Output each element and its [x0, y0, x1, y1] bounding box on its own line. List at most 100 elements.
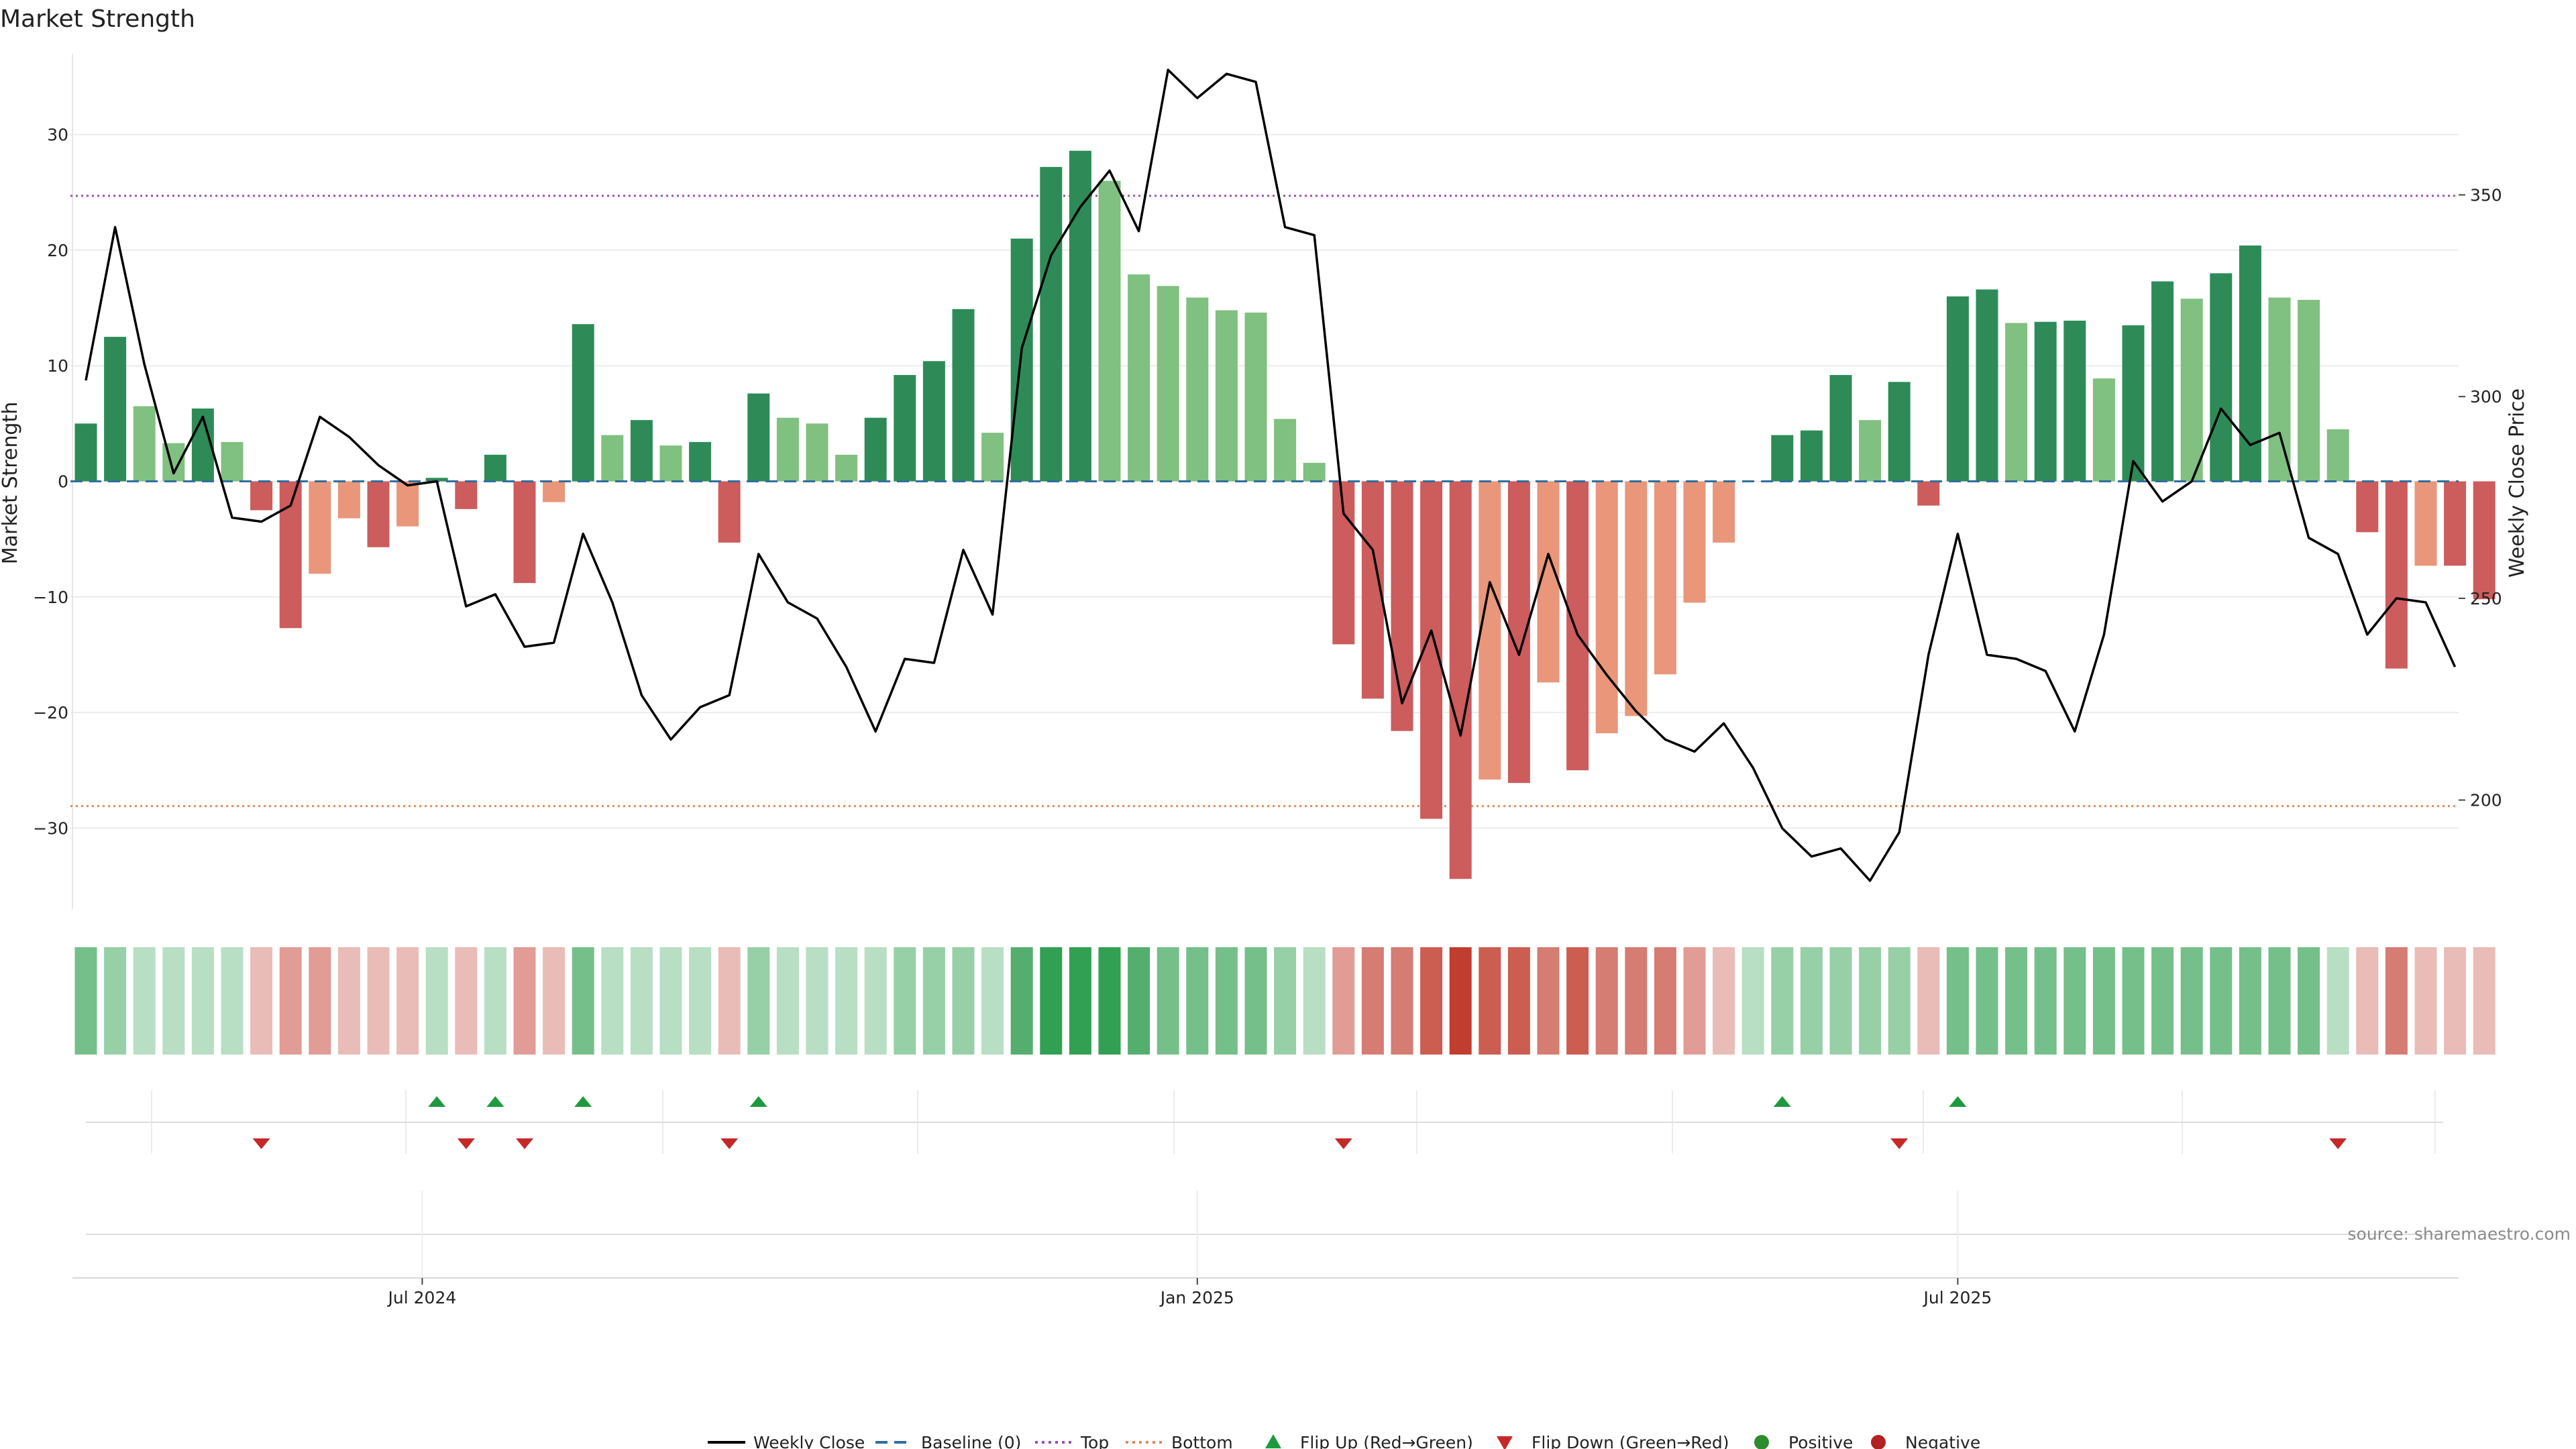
left-tick-label: −20: [33, 703, 68, 722]
heat-cell: [484, 947, 506, 1055]
strength-bar: [1098, 180, 1121, 482]
heat-cell: [425, 947, 448, 1055]
heat-strip: [74, 947, 2496, 1055]
heat-cell: [1186, 947, 1209, 1055]
strength-bar: [1391, 481, 1413, 731]
strength-bar: [2326, 429, 2349, 482]
strength-bar: [1128, 274, 1150, 482]
strength-bar: [1800, 430, 1823, 482]
strength-bar: [2414, 481, 2437, 566]
heat-cell: [1361, 947, 1384, 1055]
strength-bar: [484, 454, 506, 482]
heat-cell: [2239, 947, 2261, 1055]
weekly-close-line: [85, 68, 2457, 882]
heat-cell: [2473, 947, 2496, 1055]
legend-item: Baseline (0): [875, 1433, 1021, 1449]
heat-cell: [2326, 947, 2349, 1055]
strength-bar: [1859, 420, 1882, 482]
strength-bar: [1625, 481, 1648, 716]
strength-bar: [2092, 378, 2115, 482]
strength-bar: [104, 337, 127, 482]
heat-cell: [2005, 947, 2028, 1055]
strength-bar: [922, 361, 945, 482]
strength-bar: [659, 445, 682, 482]
heat-cell: [1157, 947, 1179, 1055]
strength-bar: [894, 374, 916, 482]
flip-up-marker: [1773, 1096, 1791, 1107]
heat-cell: [250, 947, 273, 1055]
strength-bar: [1069, 150, 1091, 482]
heat-cell: [1098, 947, 1121, 1055]
strength-bar: [776, 417, 799, 482]
heat-cell: [221, 947, 244, 1055]
legend-item: Negative: [1871, 1433, 1980, 1449]
heat-cell: [1888, 947, 1911, 1055]
heat-cell: [1741, 947, 1764, 1055]
strength-bar: [74, 423, 97, 482]
right-tick-label: 350: [2470, 185, 2502, 205]
heat-cell: [747, 947, 770, 1055]
heat-cell: [191, 947, 214, 1055]
legend-label: Flip Up (Red→Green): [1300, 1433, 1473, 1449]
strength-bar: [835, 454, 858, 482]
x-tick-label: Jul 2024: [387, 1288, 457, 1307]
strength-bar: [250, 481, 273, 511]
strength-bar: [543, 481, 566, 502]
heat-cell: [2444, 947, 2467, 1055]
heat-cell: [1537, 947, 1560, 1055]
legend-swatch: [1265, 1434, 1281, 1448]
legend-item: Flip Down (Green→Red): [1497, 1433, 1729, 1449]
strength-bar: [2180, 299, 2203, 482]
flip-down-marker: [1890, 1138, 1909, 1149]
right-tick-label: 300: [2470, 387, 2502, 407]
strength-bar: [1595, 481, 1618, 734]
right-axis-label: Weekly Close Price: [2506, 388, 2529, 578]
heat-cell: [1507, 947, 1530, 1055]
x-axis-ticks: Jul 2024 Jan 2025 Jul 2025: [387, 1191, 1992, 1307]
flip-down-marker: [2329, 1138, 2347, 1149]
heat-cell: [572, 947, 594, 1055]
strength-bar: [1566, 481, 1589, 771]
heat-cell: [1625, 947, 1648, 1055]
heat-cell: [133, 947, 156, 1055]
legend-label: Positive: [1788, 1433, 1853, 1449]
strength-bar: [2063, 321, 2086, 482]
strength-bar: [2005, 323, 2028, 482]
heat-cell: [1332, 947, 1355, 1055]
strength-bar: [396, 481, 419, 527]
strength-bars: [70, 150, 2496, 879]
heat-cell: [1595, 947, 1618, 1055]
heat-cell: [894, 947, 916, 1055]
heat-cell: [952, 947, 975, 1055]
heat-cell: [806, 947, 828, 1055]
strength-bar: [1829, 374, 1852, 482]
legend-label: Flip Down (Green→Red): [1532, 1433, 1729, 1449]
strength-bar: [952, 309, 975, 482]
heat-cell: [2063, 947, 2086, 1055]
heat-cell: [2122, 947, 2145, 1055]
strength-bar: [1215, 310, 1238, 482]
strength-bar: [1917, 481, 1940, 506]
reference-lines: [70, 195, 2459, 808]
strength-bar: [425, 478, 448, 482]
strength-bar: [1888, 382, 1911, 482]
source-note: source: sharemaestro.com: [2348, 1224, 2571, 1244]
heat-cell: [162, 947, 185, 1055]
legend-swatch: [1754, 1435, 1769, 1449]
legend-swatch: [1871, 1435, 1886, 1449]
legend-item: Flip Up (Red→Green): [1265, 1433, 1473, 1449]
heat-cell: [835, 947, 858, 1055]
heat-cell: [279, 947, 302, 1055]
left-axis-label: Market Strength: [0, 402, 22, 564]
strength-bar: [2151, 281, 2174, 482]
heat-cell: [1771, 947, 1794, 1055]
heat-cell: [776, 947, 799, 1055]
heat-cell: [104, 947, 127, 1055]
heat-cell: [2151, 947, 2174, 1055]
strength-bar: [1449, 481, 1472, 879]
heat-cell: [1449, 947, 1472, 1055]
heat-cell: [718, 947, 741, 1055]
strength-bar: [747, 393, 770, 482]
heat-cell: [1274, 947, 1297, 1055]
